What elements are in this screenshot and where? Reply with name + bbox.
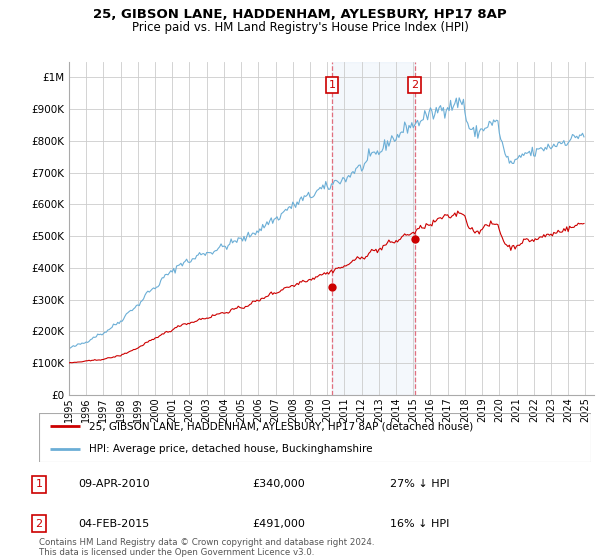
Text: 04-FEB-2015: 04-FEB-2015 [78, 519, 149, 529]
Text: 2: 2 [35, 519, 43, 529]
Text: 25, GIBSON LANE, HADDENHAM, AYLESBURY, HP17 8AP (detached house): 25, GIBSON LANE, HADDENHAM, AYLESBURY, H… [89, 421, 473, 431]
Text: 27% ↓ HPI: 27% ↓ HPI [390, 479, 449, 489]
Text: 25, GIBSON LANE, HADDENHAM, AYLESBURY, HP17 8AP: 25, GIBSON LANE, HADDENHAM, AYLESBURY, H… [93, 8, 507, 21]
Text: 2: 2 [411, 80, 418, 90]
Bar [332, 62, 415, 395]
Text: £340,000: £340,000 [252, 479, 305, 489]
Text: £491,000: £491,000 [252, 519, 305, 529]
Text: Price paid vs. HM Land Registry's House Price Index (HPI): Price paid vs. HM Land Registry's House … [131, 21, 469, 34]
Text: 1: 1 [35, 479, 43, 489]
Text: 16% ↓ HPI: 16% ↓ HPI [390, 519, 449, 529]
Text: 1: 1 [328, 80, 335, 90]
Text: HPI: Average price, detached house, Buckinghamshire: HPI: Average price, detached house, Buck… [89, 444, 372, 454]
Text: Contains HM Land Registry data © Crown copyright and database right 2024.
This d: Contains HM Land Registry data © Crown c… [39, 538, 374, 557]
Text: 09-APR-2010: 09-APR-2010 [78, 479, 149, 489]
